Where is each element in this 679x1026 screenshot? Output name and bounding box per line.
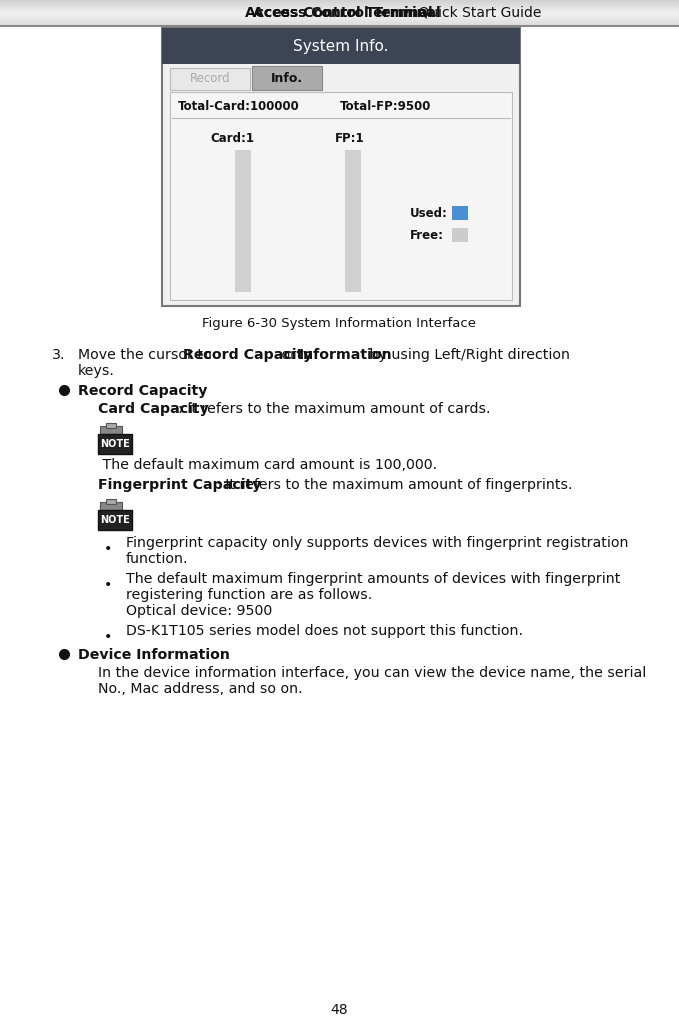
Text: Figure 6-30 System Information Interface: Figure 6-30 System Information Interface — [202, 317, 476, 330]
Text: Record Capacity: Record Capacity — [183, 348, 312, 362]
Text: •: • — [104, 542, 112, 556]
Text: The default maximum fingerprint amounts of devices with fingerprint: The default maximum fingerprint amounts … — [126, 573, 621, 586]
Text: NOTE: NOTE — [100, 515, 130, 525]
FancyBboxPatch shape — [106, 499, 116, 504]
Text: Info.: Info. — [271, 72, 303, 84]
Text: function.: function. — [126, 552, 189, 566]
Text: or: or — [277, 348, 301, 362]
FancyBboxPatch shape — [100, 502, 122, 510]
Bar — [452, 228, 468, 242]
Text: The default maximum card amount is 100,000.: The default maximum card amount is 100,0… — [98, 458, 437, 472]
Text: Access Control Terminal ·  Quick Start Guide: Access Control Terminal · Quick Start Gu… — [186, 6, 492, 19]
Bar — [235, 150, 251, 292]
Text: Optical device: 9500: Optical device: 9500 — [126, 604, 272, 618]
Bar — [170, 68, 250, 90]
Text: Card:1: Card:1 — [210, 131, 254, 145]
Text: 48: 48 — [330, 1003, 348, 1017]
Text: keys.: keys. — [78, 364, 115, 378]
Text: Card Capacity: Card Capacity — [98, 402, 209, 416]
Bar — [170, 92, 512, 300]
Text: Information: Information — [299, 348, 392, 362]
Bar — [452, 206, 468, 220]
Text: Total-FP:9500: Total-FP:9500 — [340, 100, 431, 113]
FancyBboxPatch shape — [106, 423, 116, 428]
Text: Fingerprint capacity only supports devices with fingerprint registration: Fingerprint capacity only supports devic… — [126, 536, 629, 550]
Text: System Info.: System Info. — [293, 39, 389, 53]
Text: 3.: 3. — [52, 348, 65, 362]
Text: Access Control Terminal: Access Control Terminal — [245, 6, 433, 19]
Bar — [252, 66, 322, 90]
Text: In the device information interface, you can view the device name, the serial: In the device information interface, you… — [98, 666, 646, 680]
Text: by using Left/Right direction: by using Left/Right direction — [365, 348, 570, 362]
Text: Fingerprint Capacity: Fingerprint Capacity — [98, 478, 261, 492]
Text: DS-K1T105 series model does not support this function.: DS-K1T105 series model does not support … — [126, 624, 523, 638]
Text: ·  Quick Start Guide: · Quick Start Guide — [401, 6, 541, 19]
Text: Free:: Free: — [410, 230, 444, 242]
Text: registering function are as follows.: registering function are as follows. — [126, 588, 372, 602]
Text: Record: Record — [189, 73, 230, 85]
Text: •: • — [104, 630, 112, 644]
Text: Move the cursor to: Move the cursor to — [78, 348, 216, 362]
Bar — [162, 28, 520, 64]
Text: Device Information: Device Information — [78, 648, 230, 662]
FancyBboxPatch shape — [98, 434, 132, 453]
Text: : It refers to the maximum amount of fingerprints.: : It refers to the maximum amount of fin… — [216, 478, 572, 492]
Text: Access Control Terminal: Access Control Terminal — [253, 6, 441, 19]
Bar — [162, 28, 520, 306]
Text: Record Capacity: Record Capacity — [78, 384, 208, 398]
Text: NOTE: NOTE — [100, 439, 130, 449]
Bar — [345, 150, 361, 292]
FancyBboxPatch shape — [98, 510, 132, 530]
Text: No., Mac address, and so on.: No., Mac address, and so on. — [98, 682, 303, 696]
Text: : It refers to the maximum amount of cards.: : It refers to the maximum amount of car… — [178, 402, 490, 416]
FancyBboxPatch shape — [100, 426, 122, 434]
Text: Used:: Used: — [410, 207, 448, 221]
Text: •: • — [104, 578, 112, 592]
Text: FP:1: FP:1 — [335, 131, 365, 145]
Text: Total-Card:100000: Total-Card:100000 — [178, 100, 299, 113]
